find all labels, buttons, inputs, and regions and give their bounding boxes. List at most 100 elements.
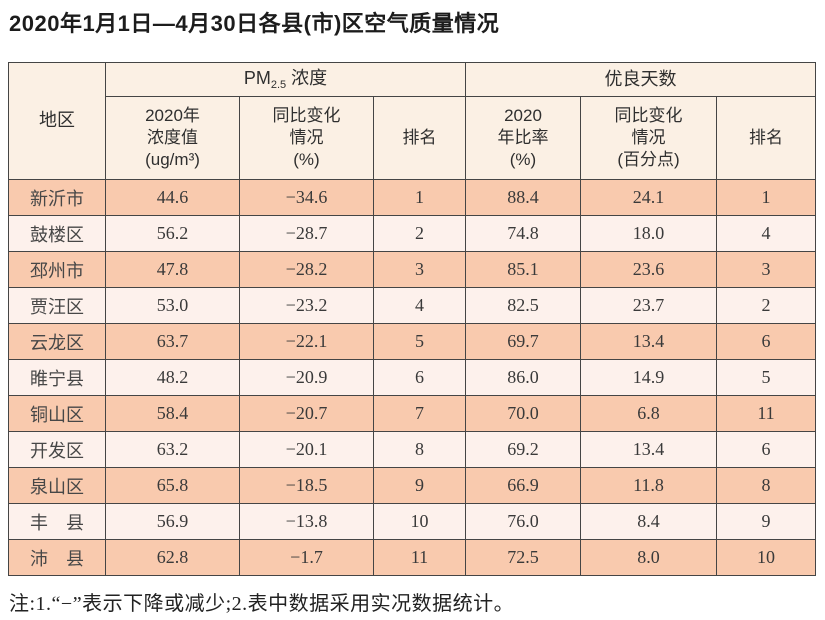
good-rank-cell: 10 (715, 539, 817, 576)
region-cell: 铜山区 (8, 395, 106, 432)
pm25-rank-cell: 11 (373, 539, 466, 576)
region-cell: 鼓楼区 (8, 215, 106, 252)
pm25-value-cell: 56.2 (105, 215, 240, 252)
pm25-value-cell: 47.8 (105, 251, 240, 288)
good-rate-cell: 69.2 (465, 431, 581, 468)
pm25-value-cell: 63.7 (105, 323, 240, 360)
table-row: 睢宁县 48.2 −20.9 6 86.0 14.9 5 (8, 359, 817, 396)
region-cell: 云龙区 (8, 323, 106, 360)
region-cell: 开发区 (8, 431, 106, 468)
air-quality-table: 地区 PM2.5 浓度 优良天数 2020年 浓度值 (ug/m³) 同比变化 … (8, 62, 817, 576)
good-rank-cell: 11 (715, 395, 817, 432)
good-rank-cell: 6 (715, 323, 817, 360)
region-cell: 泉山区 (8, 467, 106, 504)
col-header-good-change: 同比变化 情况 (百分点) (580, 96, 717, 180)
good-rank-cell: 4 (715, 215, 817, 252)
good-change-cell: 6.8 (580, 395, 717, 432)
pm25-change-cell: −20.9 (239, 359, 374, 396)
good-rank-cell: 9 (715, 503, 817, 540)
col-group-pm25: PM2.5 浓度 (105, 62, 466, 97)
good-rate-cell: 72.5 (465, 539, 581, 576)
good-rate-cell: 66.9 (465, 467, 581, 504)
pm25-change-cell: −20.1 (239, 431, 374, 468)
table-row: 新沂市 44.6 −34.6 1 88.4 24.1 1 (8, 179, 817, 216)
good-change-cell: 24.1 (580, 179, 717, 216)
pm25-rank-cell: 10 (373, 503, 466, 540)
good-rank-cell: 2 (715, 287, 817, 324)
table-row: 贾汪区 53.0 −23.2 4 82.5 23.7 2 (8, 287, 817, 324)
pm25-value-cell: 62.8 (105, 539, 240, 576)
pm25-rank-cell: 6 (373, 359, 466, 396)
pm25-value-cell: 56.9 (105, 503, 240, 540)
pm25-value-cell: 48.2 (105, 359, 240, 396)
good-rate-cell: 74.8 (465, 215, 581, 252)
page-title: 2020年1月1日—4月30日各县(市)区空气质量情况 (9, 11, 500, 36)
table-row: 云龙区 63.7 −22.1 5 69.7 13.4 6 (8, 323, 817, 360)
region-cell: 贾汪区 (8, 287, 106, 324)
pm25-rank-cell: 8 (373, 431, 466, 468)
col-header-good-rate: 2020 年比率 (%) (465, 96, 581, 180)
region-cell: 沛 县 (8, 539, 106, 576)
col-header-region: 地区 (8, 62, 106, 180)
table-header: 地区 PM2.5 浓度 优良天数 2020年 浓度值 (ug/m³) 同比变化 … (8, 62, 817, 180)
pm25-rank-cell: 5 (373, 323, 466, 360)
good-rank-cell: 6 (715, 431, 817, 468)
pm25-label-subscript: 2.5 (270, 78, 287, 91)
table-body: 新沂市 44.6 −34.6 1 88.4 24.1 1 鼓楼区 56.2 −2… (8, 179, 817, 576)
good-change-cell: 8.4 (580, 503, 717, 540)
table-row: 铜山区 58.4 −20.7 7 70.0 6.8 11 (8, 395, 817, 432)
good-change-cell: 14.9 (580, 359, 717, 396)
region-cell: 新沂市 (8, 179, 106, 216)
table-row: 邳州市 47.8 −28.2 3 85.1 23.6 3 (8, 251, 817, 288)
region-cell: 睢宁县 (8, 359, 106, 396)
table-row: 沛 县 62.8 −1.7 11 72.5 8.0 10 (8, 539, 817, 576)
pm25-rank-cell: 3 (373, 251, 466, 288)
good-rank-cell: 3 (715, 251, 817, 288)
pm25-value-cell: 58.4 (105, 395, 240, 432)
pm25-change-cell: −1.7 (239, 539, 374, 576)
table-row: 泉山区 65.8 −18.5 9 66.9 11.8 8 (8, 467, 817, 504)
good-change-cell: 11.8 (580, 467, 717, 504)
good-change-cell: 13.4 (580, 323, 717, 360)
table-row: 鼓楼区 56.2 −28.7 2 74.8 18.0 4 (8, 215, 817, 252)
table-row: 丰 县 56.9 −13.8 10 76.0 8.4 9 (8, 503, 817, 540)
good-rank-cell: 8 (715, 467, 817, 504)
col-group-good-days: 优良天数 (464, 62, 817, 97)
pm25-value-cell: 53.0 (105, 287, 240, 324)
pm25-rank-cell: 2 (373, 215, 466, 252)
pm25-change-cell: −13.8 (239, 503, 374, 540)
good-rate-cell: 69.7 (465, 323, 581, 360)
good-change-cell: 8.0 (580, 539, 717, 576)
pm25-change-cell: −18.5 (239, 467, 374, 504)
col-header-pm25-change: 同比变化 情况 (%) (239, 96, 374, 180)
pm25-change-cell: −28.2 (239, 251, 374, 288)
pm25-change-cell: −22.1 (239, 323, 374, 360)
pm25-rank-cell: 4 (373, 287, 466, 324)
pm25-change-cell: −20.7 (239, 395, 374, 432)
table-row: 开发区 63.2 −20.1 8 69.2 13.4 6 (8, 431, 817, 468)
pm25-value-cell: 44.6 (105, 179, 240, 216)
good-rate-cell: 82.5 (465, 287, 581, 324)
pm25-label-suffix: 浓度 (286, 67, 328, 88)
good-change-cell: 23.7 (580, 287, 717, 324)
good-rate-cell: 70.0 (465, 395, 581, 432)
col-header-good-rank: 排名 (715, 96, 817, 180)
good-change-cell: 18.0 (580, 215, 717, 252)
good-rate-cell: 85.1 (465, 251, 581, 288)
pm25-rank-cell: 1 (373, 179, 466, 216)
footnote: 注:1.“−”表示下降或减少;2.表中数据采用实况数据统计。 (9, 593, 515, 615)
pm25-change-cell: −28.7 (239, 215, 374, 252)
good-change-cell: 13.4 (580, 431, 717, 468)
pm25-value-cell: 63.2 (105, 431, 240, 468)
header-group-row: 地区 PM2.5 浓度 优良天数 (8, 62, 817, 180)
region-cell: 邳州市 (8, 251, 106, 288)
good-rate-cell: 76.0 (465, 503, 581, 540)
good-rate-cell: 86.0 (465, 359, 581, 396)
header-subcol-row: 2020年 浓度值 (ug/m³) 同比变化 情况 (%) 排名 2020 年比… (9, 96, 817, 180)
pm25-label-prefix: PM (243, 67, 271, 88)
good-rank-cell: 5 (715, 359, 817, 396)
pm25-change-cell: −34.6 (239, 179, 374, 216)
col-header-pm25-rank: 排名 (373, 96, 466, 180)
pm25-value-cell: 65.8 (105, 467, 240, 504)
